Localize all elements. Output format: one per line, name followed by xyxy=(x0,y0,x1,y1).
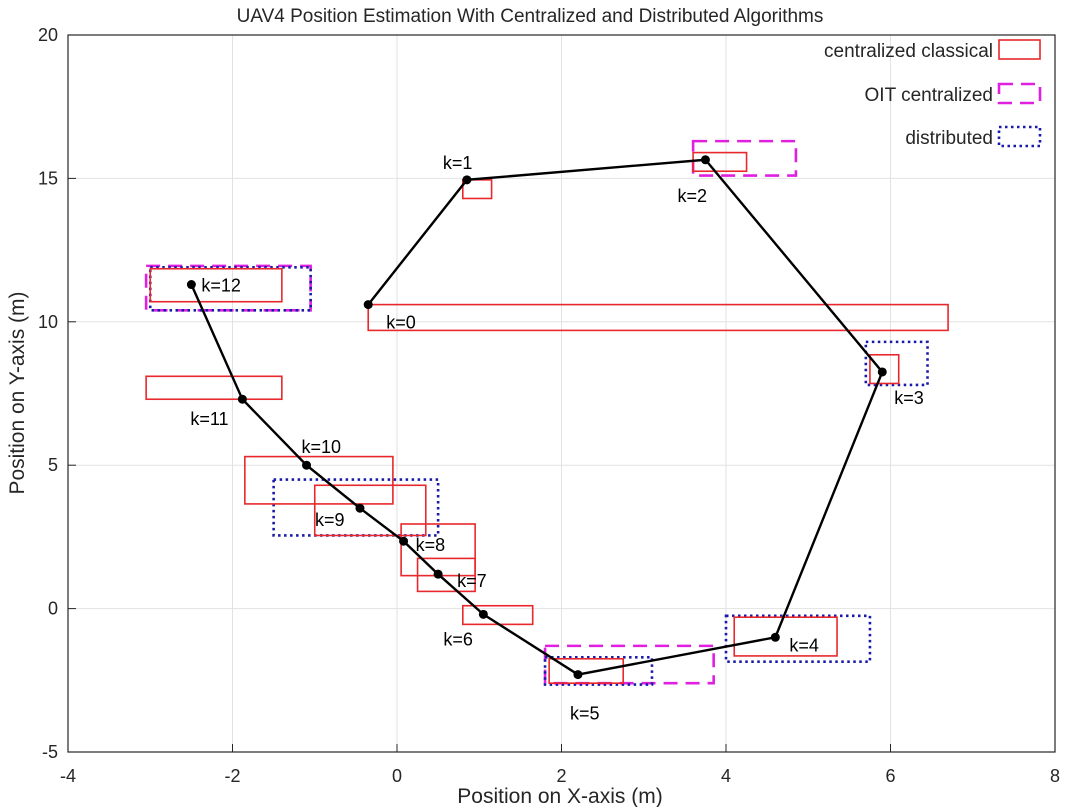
distributed-box-k9 xyxy=(272,478,440,537)
point-label-k2: k=2 xyxy=(677,186,707,206)
point-labels: k=0 k=1 k=2 k=3 k=4 k=5 k=6 k=7 k=8 k=9 k=10 k=11 k=… xyxy=(190,153,923,724)
point-label-k12: k=12 xyxy=(201,276,241,296)
trajectory-point-k12 xyxy=(186,280,196,290)
centralized-classical-box-k4 xyxy=(733,616,838,657)
x-tick-label: 4 xyxy=(721,766,731,786)
point-label-k4: k=4 xyxy=(789,635,819,655)
trajectory-point-k11 xyxy=(237,394,247,404)
centralized-classical-box-k11 xyxy=(145,375,283,401)
trajectory-point-k0 xyxy=(363,300,373,310)
trajectory-point-k2 xyxy=(700,155,710,165)
centralized-classical-box-k0 xyxy=(367,303,949,332)
y-tick-label: 20 xyxy=(38,25,58,45)
x-tick-label: 6 xyxy=(885,766,895,786)
tick-labels: -4 -2 0 2 4 6 8 -5 0 5 10 15 20 xyxy=(38,25,1060,786)
x-tick-label: -2 xyxy=(224,766,240,786)
legend: centralized classical OIT centralized dist… xyxy=(824,39,1042,149)
trajectory-point-k5 xyxy=(573,670,583,680)
legend-label-distributed: distributed xyxy=(905,128,993,149)
point-label-k10: k=10 xyxy=(302,437,342,457)
centralized-classical-box-k10 xyxy=(244,455,394,505)
y-tick-label: -5 xyxy=(42,742,58,762)
x-tick-label: -4 xyxy=(60,766,76,786)
distributed-box-k5 xyxy=(543,656,654,686)
point-label-k0: k=0 xyxy=(386,313,416,333)
trajectory xyxy=(186,155,887,680)
x-tick-label: 0 xyxy=(392,766,402,786)
y-axis-label: Position on Y-axis (m) xyxy=(6,291,29,494)
plot-frame xyxy=(67,34,1056,753)
trajectory-point-k7 xyxy=(433,569,443,579)
y-tick-label: 0 xyxy=(48,599,58,619)
trajectory-point-k8 xyxy=(399,536,409,546)
legend-label-centralized-classical: centralized classical xyxy=(824,41,993,62)
point-label-k5: k=5 xyxy=(570,704,600,724)
point-label-k1: k=1 xyxy=(443,153,473,173)
point-label-k3: k=3 xyxy=(894,388,924,408)
legend-swatch-oit-centralized xyxy=(997,82,1042,105)
trajectory-point-k3 xyxy=(877,367,887,377)
chart-title: UAV4 Position Estimation With Centralize… xyxy=(237,6,824,27)
centralized-classical-box-k9 xyxy=(313,484,427,537)
legend-label-oit-centralized: OIT centralized xyxy=(865,85,993,106)
point-label-k8: k=8 xyxy=(416,535,446,555)
distributed-box-k3 xyxy=(864,340,929,387)
y-tick-label: 10 xyxy=(38,312,58,332)
trajectory-point-k1 xyxy=(462,175,472,185)
grid xyxy=(67,34,1056,753)
y-tick-label: 5 xyxy=(48,455,58,475)
centralized-classical-box-k5 xyxy=(548,657,624,684)
trajectory-point-k10 xyxy=(302,460,312,470)
x-axis-label: Position on X-axis (m) xyxy=(457,785,662,807)
centralized-classical-box-k12 xyxy=(149,267,283,303)
legend-swatch-distributed xyxy=(997,125,1042,148)
point-label-k9: k=9 xyxy=(315,510,345,530)
x-tick-label: 8 xyxy=(1050,766,1060,786)
point-label-k6: k=6 xyxy=(443,629,473,649)
point-label-k11: k=11 xyxy=(190,409,228,429)
y-tick-label: 15 xyxy=(38,168,58,188)
point-label-k7: k=7 xyxy=(457,571,487,591)
centralized-classical-box-k3 xyxy=(869,353,900,385)
x-tick-label: 2 xyxy=(556,766,566,786)
legend-swatch-centralized-classical xyxy=(998,39,1041,60)
trajectory-point-k6 xyxy=(478,609,488,619)
trajectory-point-k9 xyxy=(355,503,365,513)
oit-centralized-box-k2 xyxy=(691,139,798,177)
oit-centralized-box-k5 xyxy=(543,644,715,685)
trajectory-point-k4 xyxy=(770,632,780,642)
